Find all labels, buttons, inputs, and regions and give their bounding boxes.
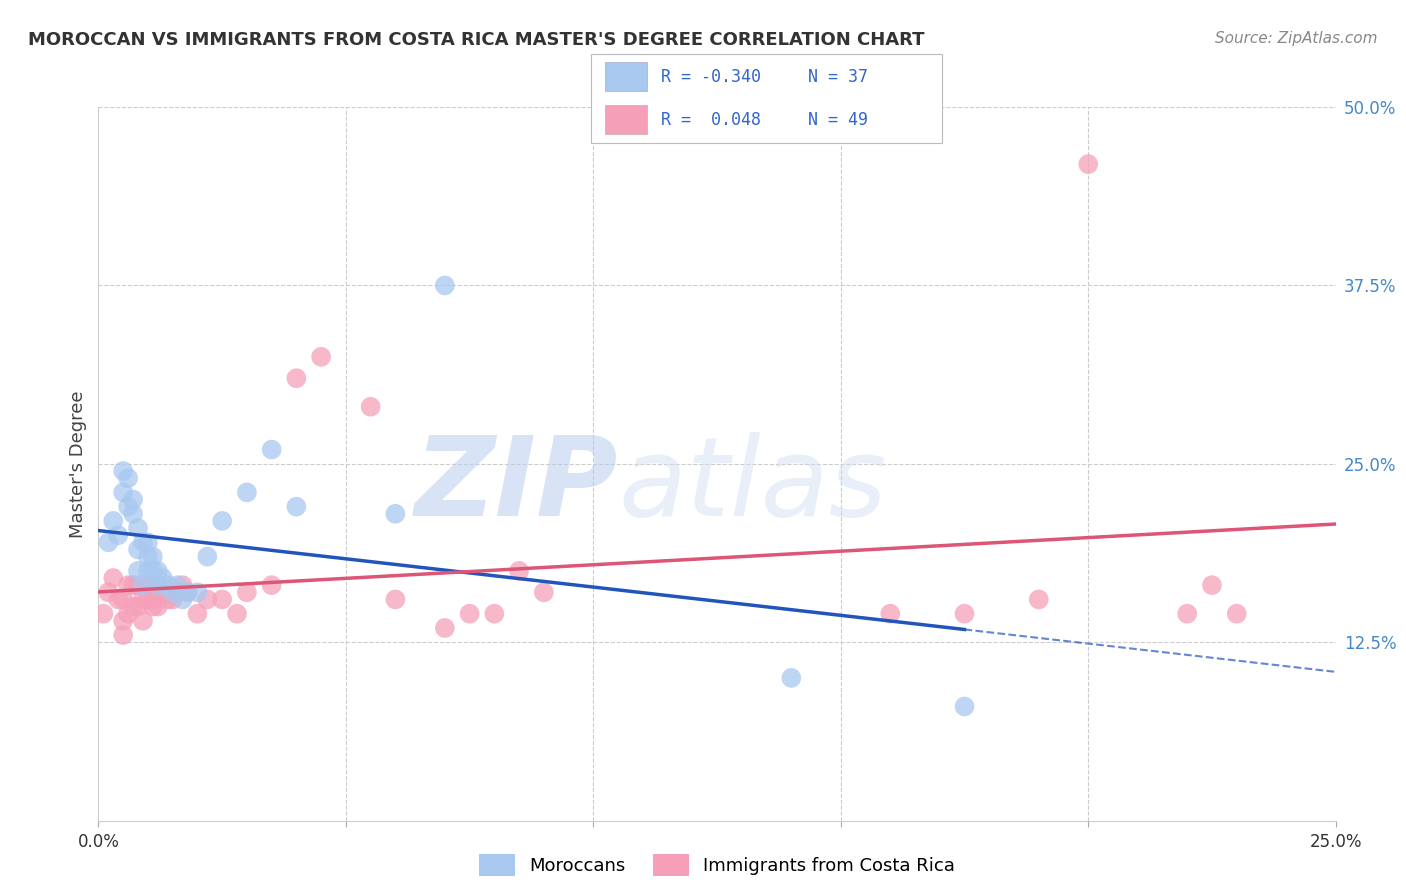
Y-axis label: Master's Degree: Master's Degree (69, 390, 87, 538)
Legend: Moroccans, Immigrants from Costa Rica: Moroccans, Immigrants from Costa Rica (471, 847, 963, 883)
Point (195, 592, 218, 607)
Point (1077, 157, 1099, 171)
Point (136, 549, 159, 564)
Point (953, 607, 976, 621)
Point (260, 578, 283, 592)
Point (146, 578, 169, 592)
Text: N = 49: N = 49 (808, 111, 869, 128)
Point (146, 564, 169, 578)
Text: atlas: atlas (619, 432, 887, 539)
Point (112, 628, 135, 642)
Point (132, 578, 155, 592)
Point (112, 485, 135, 500)
Point (146, 599, 169, 614)
Point (211, 592, 233, 607)
Point (285, 500, 308, 514)
Point (384, 507, 406, 521)
Point (112, 614, 135, 628)
Point (117, 471, 139, 485)
Point (132, 614, 155, 628)
Point (226, 607, 249, 621)
Point (127, 578, 149, 592)
Point (162, 592, 184, 607)
Point (122, 492, 145, 507)
Point (146, 578, 169, 592)
Point (132, 592, 155, 607)
Point (285, 371, 308, 385)
Point (162, 585, 184, 599)
Point (136, 564, 159, 578)
Point (127, 521, 149, 535)
Point (117, 578, 139, 592)
FancyBboxPatch shape (605, 62, 647, 91)
Point (156, 578, 179, 592)
Point (107, 592, 129, 607)
Text: MOROCCAN VS IMMIGRANTS FROM COSTA RICA MASTER'S DEGREE CORRELATION CHART: MOROCCAN VS IMMIGRANTS FROM COSTA RICA M… (28, 31, 925, 49)
Point (117, 500, 139, 514)
Point (127, 599, 149, 614)
Point (136, 592, 159, 607)
Point (166, 578, 188, 592)
Point (122, 507, 145, 521)
Point (166, 585, 188, 599)
Point (260, 442, 283, 457)
Point (533, 585, 555, 599)
Point (186, 585, 208, 599)
FancyBboxPatch shape (591, 54, 942, 143)
Point (127, 542, 149, 557)
Point (132, 535, 155, 549)
Point (142, 592, 165, 607)
Point (97, 585, 120, 599)
Point (1226, 607, 1249, 621)
Point (103, 571, 125, 585)
Point (136, 535, 159, 549)
Text: Source: ZipAtlas.com: Source: ZipAtlas.com (1215, 31, 1378, 46)
Point (112, 464, 135, 478)
Point (1201, 578, 1223, 592)
Point (156, 592, 179, 607)
FancyBboxPatch shape (605, 105, 647, 134)
Point (360, 400, 382, 414)
Point (122, 578, 145, 592)
Text: ZIP: ZIP (415, 432, 619, 539)
Point (433, 278, 456, 293)
Point (484, 607, 506, 621)
Point (122, 599, 145, 614)
Point (1175, 607, 1198, 621)
Point (142, 599, 165, 614)
Point (142, 564, 165, 578)
Point (176, 585, 198, 599)
Point (142, 549, 165, 564)
Point (236, 585, 259, 599)
Point (97, 535, 120, 549)
Point (127, 564, 149, 578)
Point (433, 621, 456, 635)
Point (172, 592, 194, 607)
Point (117, 607, 139, 621)
Point (103, 514, 125, 528)
Point (508, 564, 530, 578)
Point (236, 485, 259, 500)
Point (458, 607, 481, 621)
Point (152, 585, 174, 599)
Point (211, 514, 233, 528)
Point (176, 585, 198, 599)
Text: R = -0.340: R = -0.340 (661, 68, 761, 86)
Point (152, 571, 174, 585)
Text: R =  0.048: R = 0.048 (661, 111, 761, 128)
Text: N = 37: N = 37 (808, 68, 869, 86)
Point (93, 607, 115, 621)
Point (1028, 592, 1050, 607)
Point (384, 592, 406, 607)
Point (172, 578, 194, 592)
Point (953, 699, 976, 714)
Point (112, 592, 135, 607)
Point (186, 607, 208, 621)
Point (879, 607, 901, 621)
Point (195, 549, 218, 564)
Point (309, 350, 332, 364)
Point (780, 671, 803, 685)
Point (107, 528, 129, 542)
Point (136, 578, 159, 592)
